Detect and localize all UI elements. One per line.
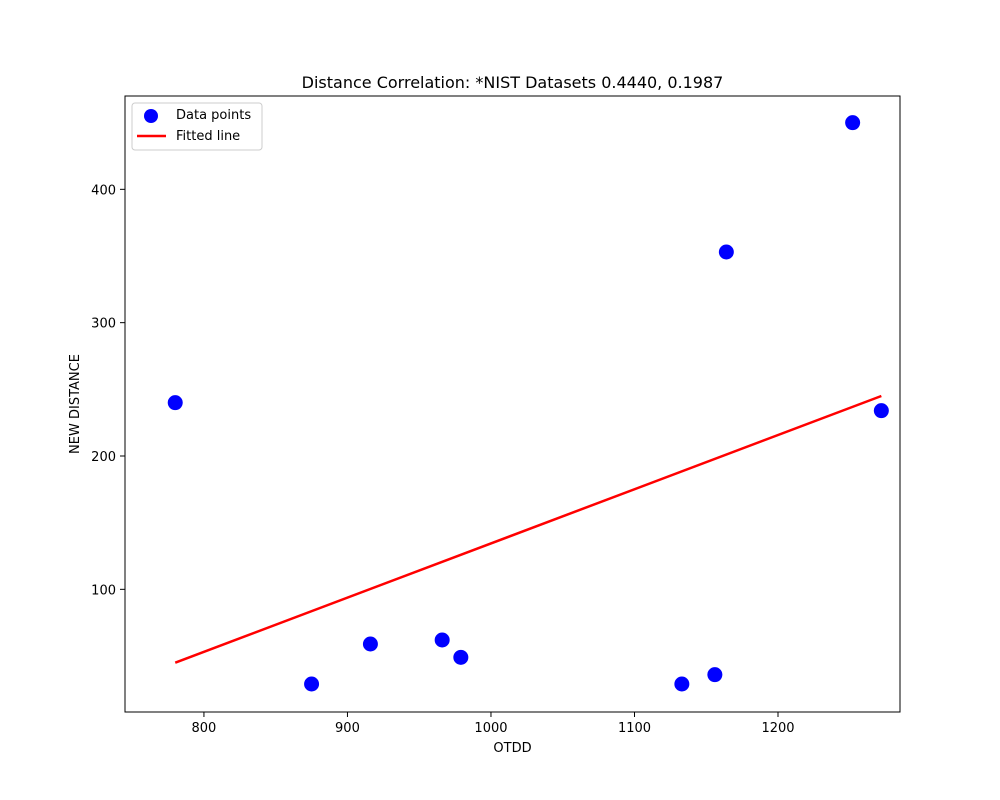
x-axis-label: OTDD: [493, 741, 531, 756]
legend: Data points Fitted line: [131, 102, 263, 151]
data-point: [434, 632, 450, 648]
legend-marker-data-points: [144, 109, 158, 123]
data-points-layer: [167, 115, 889, 692]
x-tick-label: 900: [335, 721, 360, 736]
legend-box: [131, 102, 263, 151]
legend-label-data-points: Data points: [176, 108, 251, 123]
x-tick-label: 1200: [761, 721, 794, 736]
x-axis-ticks: 800 900 1000 1100 1200: [192, 712, 795, 736]
data-point: [362, 636, 378, 652]
x-tick-label: 1000: [474, 721, 507, 736]
data-point: [707, 667, 723, 683]
chart-title: Distance Correlation: *NIST Datasets 0.4…: [302, 73, 724, 92]
y-tick-label: 400: [91, 183, 116, 198]
data-point: [167, 395, 183, 411]
y-tick-label: 100: [91, 583, 116, 598]
y-axis-label: NEW DISTANCE: [68, 354, 83, 454]
fitted-line-layer: [174, 394, 882, 664]
data-point: [845, 115, 861, 131]
data-point: [304, 676, 320, 692]
data-point: [873, 403, 889, 419]
x-tick-label: 800: [192, 721, 217, 736]
data-point: [674, 676, 690, 692]
y-tick-label: 200: [91, 450, 116, 465]
fitted-line: [174, 394, 882, 664]
legend-label-fitted-line: Fitted line: [176, 129, 240, 144]
y-tick-label: 300: [91, 317, 116, 332]
data-point: [718, 244, 734, 260]
data-point: [453, 649, 469, 665]
plot-area: [124, 95, 901, 713]
y-axis-ticks: 100 200 300 400: [91, 183, 125, 598]
x-tick-label: 1100: [618, 721, 651, 736]
